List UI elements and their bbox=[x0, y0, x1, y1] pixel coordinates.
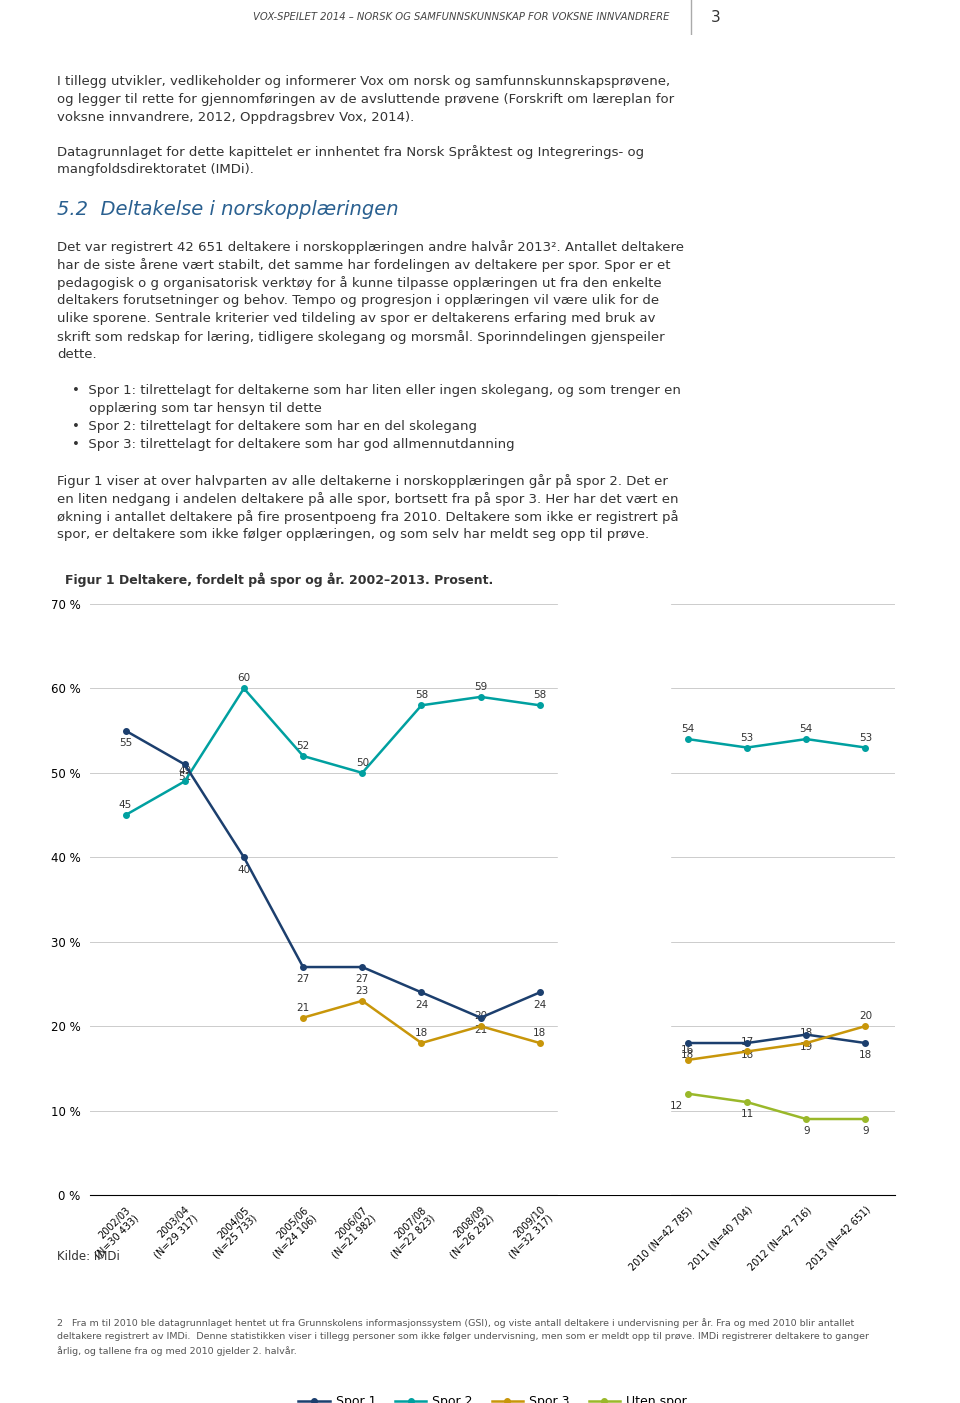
Text: 20: 20 bbox=[474, 1012, 488, 1021]
Text: 58: 58 bbox=[415, 690, 428, 700]
Text: 58: 58 bbox=[533, 690, 546, 700]
Text: Figur 1 viser at over halvparten av alle deltakerne i norskopplæringen går på sp: Figur 1 viser at over halvparten av alle… bbox=[57, 474, 668, 488]
Text: 16: 16 bbox=[682, 1045, 694, 1055]
Text: Datagrunnlaget for dette kapittelet er innhentet fra Norsk Språktest og Integrer: Datagrunnlaget for dette kapittelet er i… bbox=[57, 145, 644, 159]
Text: •  Spor 2: tilrettelagt for deltakere som har en del skolegang: • Spor 2: tilrettelagt for deltakere som… bbox=[72, 419, 477, 434]
Text: voksne innvandrere, 2012, Oppdragsbrev Vox, 2014).: voksne innvandrere, 2012, Oppdragsbrev V… bbox=[57, 111, 415, 123]
Text: 20: 20 bbox=[859, 1012, 872, 1021]
Text: 54: 54 bbox=[682, 724, 694, 734]
Text: spor, er deltakere som ikke følger opplæringen, og som selv har meldt seg opp ti: spor, er deltakere som ikke følger opplæ… bbox=[57, 528, 649, 542]
Text: Kilde: IMDi: Kilde: IMDi bbox=[57, 1250, 120, 1263]
Text: 18: 18 bbox=[859, 1051, 872, 1061]
Text: VOX-SPEILET 2014 – NORSK OG SAMFUNNSKUNNSKAP FOR VOKSNE INNVANDRERE: VOX-SPEILET 2014 – NORSK OG SAMFUNNSKUNN… bbox=[252, 13, 669, 22]
Text: deltakere registrert av IMDi.  Denne statistikken viser i tillegg personer som i: deltakere registrert av IMDi. Denne stat… bbox=[57, 1331, 869, 1341]
Text: 5.2  Deltakelse i norskopplæringen: 5.2 Deltakelse i norskopplæringen bbox=[57, 201, 398, 219]
Text: skrift som redskap for læring, tidligere skolegang og morsmål. Sporinndelingen g: skrift som redskap for læring, tidligere… bbox=[57, 330, 664, 344]
Text: 24: 24 bbox=[415, 1000, 428, 1010]
Text: og legger til rette for gjennomføringen av de avsluttende prøvene (Forskrift om : og legger til rette for gjennomføringen … bbox=[57, 93, 674, 107]
Text: 52: 52 bbox=[297, 741, 310, 751]
Text: 9: 9 bbox=[803, 1127, 809, 1136]
Text: 18: 18 bbox=[682, 1051, 694, 1061]
Text: 27: 27 bbox=[297, 974, 310, 985]
Text: 51: 51 bbox=[179, 772, 191, 781]
Text: deltakers forutsetninger og behov. Tempo og progresjon i opplæringen vil være ul: deltakers forutsetninger og behov. Tempo… bbox=[57, 295, 660, 307]
Bar bbox=[558, 605, 670, 1195]
Text: 53: 53 bbox=[859, 732, 872, 742]
Text: 9: 9 bbox=[862, 1127, 869, 1136]
Text: 21: 21 bbox=[474, 1026, 488, 1035]
Text: 53: 53 bbox=[740, 732, 754, 742]
Legend: Spor 1, Spor 2, Spor 3, Uten spor: Spor 1, Spor 2, Spor 3, Uten spor bbox=[293, 1390, 692, 1403]
Text: 55: 55 bbox=[119, 738, 132, 748]
Text: mangfoldsdirektoratet (IMDi).: mangfoldsdirektoratet (IMDi). bbox=[57, 163, 253, 175]
Text: årlig, og tallene fra og med 2010 gjelder 2. halvår.: årlig, og tallene fra og med 2010 gjelde… bbox=[57, 1345, 297, 1355]
Text: 59: 59 bbox=[474, 682, 488, 692]
Text: 12: 12 bbox=[670, 1101, 684, 1111]
Text: Det var registrert 42 651 deltakere i norskopplæringen andre halvår 2013². Antal: Det var registrert 42 651 deltakere i no… bbox=[57, 240, 684, 254]
Text: 54: 54 bbox=[800, 724, 813, 734]
Text: I tillegg utvikler, vedlikeholder og informerer Vox om norsk og samfunnskunnskap: I tillegg utvikler, vedlikeholder og inf… bbox=[57, 74, 670, 88]
Text: •  Spor 3: tilrettelagt for deltakere som har god allmennutdanning: • Spor 3: tilrettelagt for deltakere som… bbox=[72, 438, 515, 450]
Text: 60: 60 bbox=[237, 673, 251, 683]
Text: 40: 40 bbox=[237, 864, 251, 874]
Text: har de siste årene vært stabilt, det samme har fordelingen av deltakere per spor: har de siste årene vært stabilt, det sam… bbox=[57, 258, 670, 272]
Text: 27: 27 bbox=[355, 974, 369, 985]
Text: kap 5: kap 5 bbox=[838, 10, 885, 25]
Text: 18: 18 bbox=[415, 1028, 428, 1038]
Text: pedagogisk o g organisatorisk verktøy for å kunne tilpasse opplæringen ut fra de: pedagogisk o g organisatorisk verktøy fo… bbox=[57, 276, 661, 290]
Text: 11: 11 bbox=[740, 1110, 754, 1120]
Text: 49: 49 bbox=[179, 766, 191, 776]
Text: 17: 17 bbox=[740, 1037, 754, 1047]
Text: 2   Fra m til 2010 ble datagrunnlaget hentet ut fra Grunnskolens informasjonssys: 2 Fra m til 2010 ble datagrunnlaget hent… bbox=[57, 1317, 854, 1327]
Text: opplæring som tar hensyn til dette: opplæring som tar hensyn til dette bbox=[72, 403, 322, 415]
Text: ulike sporene. Sentrale kriterier ved tildeling av spor er deltakerens erfaring : ulike sporene. Sentrale kriterier ved ti… bbox=[57, 311, 656, 325]
Text: 18: 18 bbox=[800, 1028, 813, 1038]
Text: økning i antallet deltakere på fire prosentpoeng fra 2010. Deltakere som ikke er: økning i antallet deltakere på fire pros… bbox=[57, 511, 679, 523]
Text: en liten nedgang i andelen deltakere på alle spor, bortsett fra på spor 3. Her h: en liten nedgang i andelen deltakere på … bbox=[57, 492, 679, 506]
Text: 45: 45 bbox=[119, 800, 132, 810]
Text: Figur 1 Deltakere, fordelt på spor og år. 2002–2013. Prosent.: Figur 1 Deltakere, fordelt på spor og år… bbox=[65, 572, 493, 588]
Text: •  Spor 1: tilrettelagt for deltakerne som har liten eller ingen skolegang, og s: • Spor 1: tilrettelagt for deltakerne so… bbox=[72, 384, 681, 397]
Text: 3: 3 bbox=[710, 10, 720, 25]
Text: 24: 24 bbox=[533, 1000, 546, 1010]
Text: 18: 18 bbox=[533, 1028, 546, 1038]
Text: 18: 18 bbox=[740, 1051, 754, 1061]
Text: 23: 23 bbox=[355, 986, 369, 996]
Text: dette.: dette. bbox=[57, 348, 97, 361]
Text: 19: 19 bbox=[800, 1042, 813, 1052]
Text: 21: 21 bbox=[297, 1003, 310, 1013]
Text: 50: 50 bbox=[356, 758, 369, 767]
